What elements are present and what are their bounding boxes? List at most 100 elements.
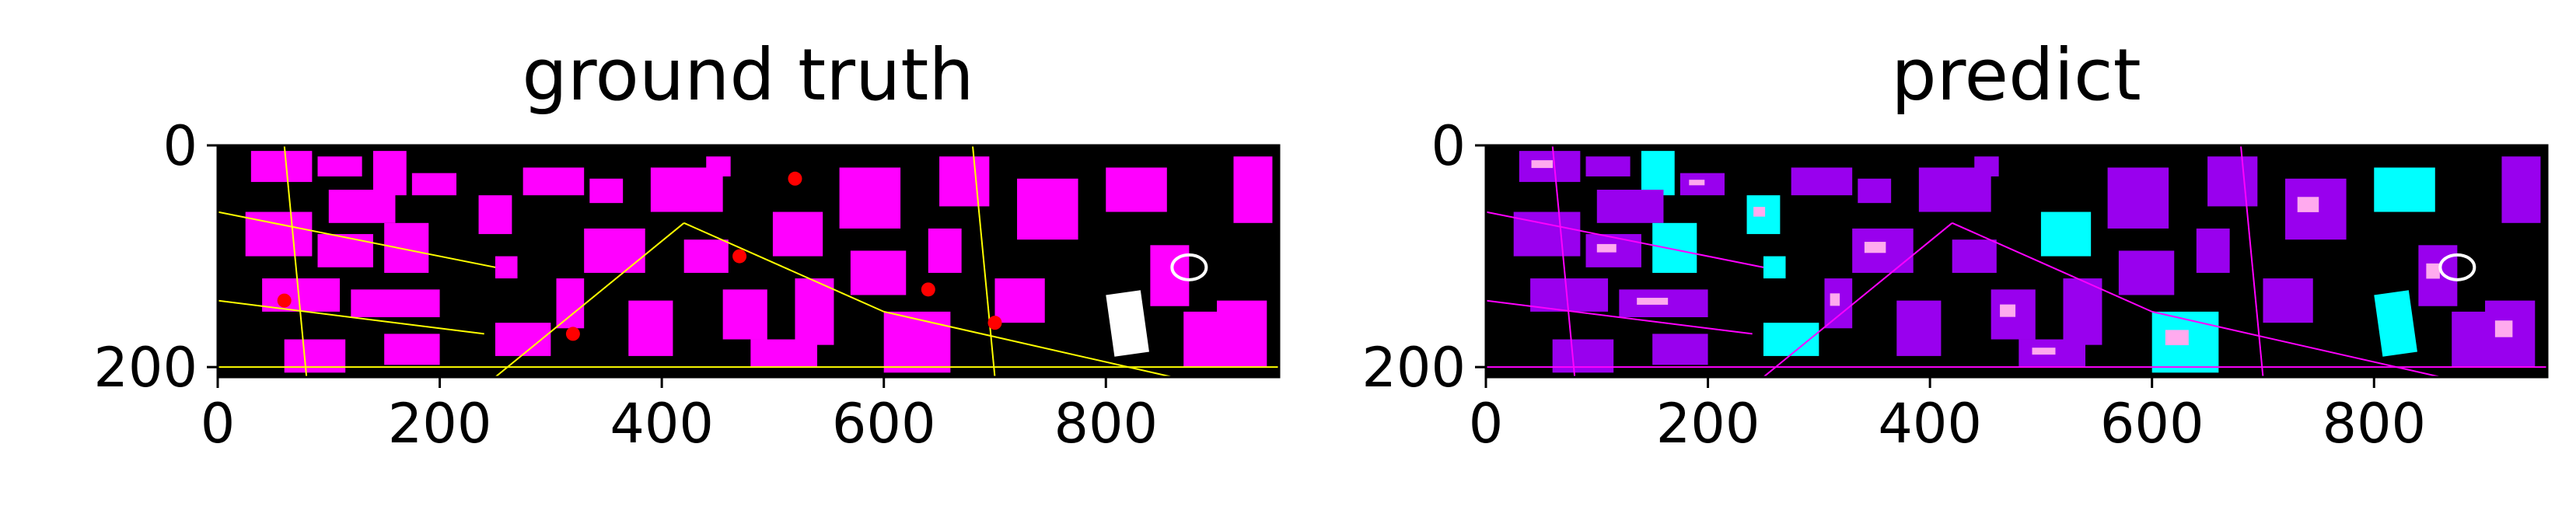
x-axis: 0 200 400 600 800 [1469, 377, 2426, 456]
class-region [839, 167, 901, 229]
x-tick-label: 600 [2100, 392, 2204, 456]
class-spot [732, 249, 747, 264]
class-region [939, 156, 990, 207]
road-line [218, 211, 496, 268]
class-region [1652, 334, 1708, 365]
y-axis: 0 200 [1361, 114, 1486, 400]
class-region [1652, 222, 1697, 273]
plot-frame [216, 144, 1281, 379]
class-region [1596, 243, 1617, 253]
class-region [706, 156, 731, 176]
class-region [1641, 151, 1675, 196]
class-spot [565, 327, 580, 341]
x-axis: 0 200 400 600 800 [201, 377, 1158, 456]
class-region [1531, 160, 1554, 169]
road-line [283, 145, 308, 377]
class-region [2374, 290, 2417, 357]
class-region [1637, 298, 1669, 305]
class-region [1585, 156, 1631, 176]
road-line [683, 222, 885, 313]
y-tick-label: 0 [1431, 114, 1466, 178]
y-tick-label: 0 [163, 114, 197, 178]
class-region [351, 289, 440, 318]
x-tick-label: 0 [201, 392, 236, 456]
class-region [795, 278, 834, 345]
class-region [1974, 156, 1999, 176]
class-spot [788, 171, 802, 186]
class-spot [921, 282, 935, 297]
x-tick-label: 200 [388, 392, 492, 456]
class-region [994, 278, 1045, 323]
class-region [928, 228, 962, 273]
road-line [1486, 299, 1753, 335]
class-region [2118, 250, 2175, 295]
y-tick-label: 200 [93, 336, 197, 400]
road-line [2239, 145, 2264, 377]
class-region [1791, 167, 1853, 196]
class-region [1106, 167, 1167, 212]
plot-frame [1484, 144, 2549, 379]
road-line [971, 145, 996, 377]
class-region [2196, 228, 2230, 273]
class-region [478, 195, 512, 235]
class-region [1017, 178, 1078, 240]
class-region [683, 239, 729, 273]
x-tick-label: 0 [1469, 392, 1504, 456]
class-region [384, 334, 440, 365]
class-region [1753, 207, 1766, 217]
class-region [317, 156, 362, 176]
class-region [2374, 167, 2435, 212]
class-region [523, 167, 585, 196]
class-region [2032, 348, 2056, 355]
class-region [1952, 239, 1997, 273]
class-region [2063, 278, 2102, 345]
class-region [2501, 156, 2541, 223]
class-region [556, 278, 585, 329]
class-region [245, 211, 313, 257]
classification-map [218, 145, 1279, 377]
road-line [495, 222, 685, 377]
class-region [628, 300, 673, 356]
y-axis: 0 200 [93, 114, 218, 400]
class-region [1689, 180, 1705, 186]
road-line [1952, 222, 2153, 313]
class-region [2426, 263, 2440, 279]
class-region [262, 278, 341, 312]
x-tick-label: 600 [832, 392, 936, 456]
class-spot [987, 316, 1002, 330]
class-region [384, 222, 429, 273]
panel-title: predict [1891, 33, 2141, 117]
class-region [1864, 242, 1886, 253]
class-region [772, 211, 823, 257]
x-tick-label: 400 [610, 392, 714, 456]
class-region [1530, 278, 1609, 312]
road-line [1551, 145, 1576, 377]
class-region [1106, 290, 1149, 357]
class-region [328, 190, 396, 223]
class-region [317, 234, 373, 267]
class-region [1596, 190, 1664, 223]
class-spot [277, 293, 292, 308]
class-region [1170, 253, 1208, 281]
class-region [372, 151, 407, 196]
class-region [1858, 178, 1892, 204]
class-region [1896, 300, 1942, 356]
class-region [2000, 304, 2016, 317]
road-line [1486, 211, 1764, 268]
class-region [1233, 156, 1273, 223]
class-region [2165, 330, 2189, 346]
x-tick-label: 800 [1054, 392, 1158, 456]
class-region [584, 228, 645, 273]
class-region [750, 339, 818, 368]
class-region [2494, 320, 2513, 337]
class-region [850, 250, 907, 295]
class-region [1513, 211, 1581, 257]
class-region [2297, 197, 2319, 212]
panel-title: ground truth [522, 33, 973, 117]
y-tick-label: 200 [1361, 336, 1466, 400]
class-region [495, 256, 518, 279]
class-region [883, 311, 951, 373]
class-region [1830, 293, 1840, 306]
